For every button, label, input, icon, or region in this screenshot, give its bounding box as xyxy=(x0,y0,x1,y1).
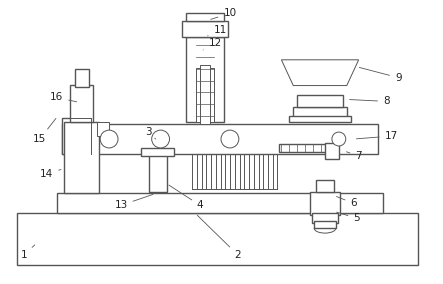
Circle shape xyxy=(221,130,239,148)
Bar xyxy=(289,116,351,122)
Bar xyxy=(183,21,228,37)
Text: 15: 15 xyxy=(33,118,56,144)
Text: 9: 9 xyxy=(359,67,401,83)
Bar xyxy=(196,68,214,122)
Bar xyxy=(141,148,175,156)
Text: 8: 8 xyxy=(350,96,390,106)
Text: 12: 12 xyxy=(203,38,222,50)
Bar xyxy=(75,69,89,87)
Bar xyxy=(310,191,340,215)
Bar xyxy=(293,107,347,119)
Text: 17: 17 xyxy=(357,131,398,141)
Bar xyxy=(62,118,91,154)
Bar xyxy=(62,124,378,154)
Bar xyxy=(187,13,224,21)
Text: 6: 6 xyxy=(337,197,357,208)
Bar xyxy=(70,85,93,122)
Text: 3: 3 xyxy=(145,127,155,139)
Text: 4: 4 xyxy=(169,185,203,210)
Bar xyxy=(297,95,343,107)
Bar xyxy=(187,37,224,122)
Text: 2: 2 xyxy=(197,215,241,260)
Text: 14: 14 xyxy=(40,169,61,179)
Bar xyxy=(97,122,109,136)
Text: 7: 7 xyxy=(346,151,362,161)
Text: 10: 10 xyxy=(211,8,237,19)
Circle shape xyxy=(100,130,118,148)
Bar xyxy=(325,143,339,159)
Text: 16: 16 xyxy=(50,92,77,103)
Bar xyxy=(200,65,210,124)
Text: 13: 13 xyxy=(114,194,153,210)
Bar xyxy=(17,213,418,265)
Bar xyxy=(312,213,338,223)
Bar xyxy=(57,193,383,213)
Polygon shape xyxy=(281,60,359,85)
Text: 5: 5 xyxy=(337,212,360,223)
Bar xyxy=(314,221,336,228)
Bar xyxy=(149,152,167,191)
Circle shape xyxy=(332,132,346,146)
Bar xyxy=(316,179,334,191)
Bar xyxy=(280,144,337,152)
Circle shape xyxy=(152,130,170,148)
Text: 1: 1 xyxy=(21,245,35,260)
Bar xyxy=(63,122,99,193)
Text: 11: 11 xyxy=(208,25,227,36)
